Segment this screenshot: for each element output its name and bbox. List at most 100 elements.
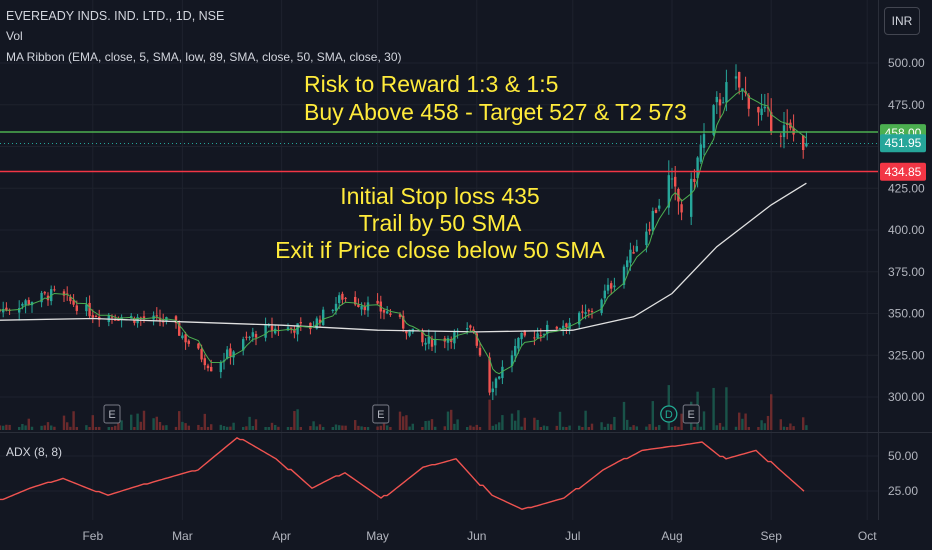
volume-bar [114, 425, 117, 430]
candle-body [62, 291, 66, 296]
price-tick-label: 325.00 [888, 348, 925, 362]
volume-bar [430, 419, 434, 430]
volume-bar [789, 423, 792, 430]
candle-body [94, 315, 98, 318]
annotation-trail: Trail by 50 SMA [358, 210, 522, 236]
candle-body [654, 209, 658, 213]
candle-body [696, 157, 699, 178]
volume-bar [757, 426, 760, 430]
volume-bar [277, 426, 280, 430]
volume-bar [450, 409, 453, 430]
candle-body [203, 358, 206, 366]
volume-bar [40, 425, 43, 430]
volume-bar [229, 426, 232, 430]
volume-bar [805, 425, 808, 430]
volume-bar [75, 426, 78, 430]
candle-body [651, 210, 654, 231]
volume-bar [270, 422, 274, 430]
volume-bar [331, 426, 334, 430]
time-tick-label: May [366, 529, 389, 543]
candle-body [488, 357, 491, 393]
volume-bar [779, 419, 782, 430]
candle-body [344, 297, 347, 299]
price-tag-label: 451.95 [885, 136, 922, 150]
candle-body [46, 295, 50, 301]
candle-body [270, 325, 274, 332]
volume-bar [222, 425, 226, 430]
price-tick-label: 400.00 [888, 223, 925, 237]
candle-body [5, 307, 8, 311]
candle-body [523, 330, 526, 336]
candle-body [245, 336, 248, 338]
candle-body [680, 204, 683, 213]
volume-bar [203, 413, 206, 430]
candle-body [520, 332, 523, 340]
volume-bar [600, 422, 603, 430]
candle-body [88, 302, 91, 317]
adx-legend[interactable]: ADX (8, 8) [6, 445, 63, 459]
volume-bar [69, 426, 72, 430]
volume-bar [632, 425, 635, 430]
candle-body [40, 292, 43, 303]
volume-bar [62, 415, 66, 430]
volume-legend[interactable]: Vol [6, 29, 23, 43]
volume-bar [309, 426, 312, 430]
volume-bar [296, 409, 299, 430]
candle-body [331, 309, 334, 311]
volume-bar [408, 426, 411, 430]
volume-bar [766, 415, 770, 430]
volume-bar [536, 419, 539, 430]
event-marker-label: E [108, 409, 115, 421]
candle-body [613, 285, 616, 288]
candle-body [197, 343, 200, 349]
volume-bar [210, 424, 213, 430]
candle-body [290, 327, 293, 329]
candle-body [747, 95, 750, 109]
price-tick-label: 475.00 [888, 98, 925, 112]
candle-body [725, 82, 728, 103]
candle-body [184, 334, 187, 343]
volume-bar [85, 425, 88, 430]
volume-bar [558, 411, 562, 430]
symbol-title[interactable]: EVEREADY INDS. IND. LTD., 1D, NSE [6, 9, 225, 23]
volume-bar [510, 413, 514, 430]
annotation-risk-reward: Risk to Reward 1:3 & 1:5 [304, 71, 559, 97]
volume-bar [299, 426, 302, 430]
candle-body [584, 312, 587, 314]
volume-bar [290, 426, 293, 430]
volume-bar [488, 399, 491, 430]
candle-body [366, 302, 370, 311]
candle-body [667, 175, 670, 208]
annotation-buy-target: Buy Above 458 - Target 527 & T2 573 [304, 99, 687, 125]
candle-body [600, 299, 603, 313]
volume-bar [792, 426, 795, 430]
currency-button[interactable]: INR [884, 7, 920, 35]
candle-body [741, 88, 744, 92]
candle-body [658, 205, 661, 209]
candle-body [606, 284, 610, 291]
candle-body [405, 330, 408, 334]
volume-bar [341, 425, 344, 430]
volume-bar [405, 415, 408, 430]
volume-bar [344, 425, 347, 430]
volume-bar [501, 415, 504, 430]
earnings-marker [682, 404, 700, 424]
volume-bar [693, 426, 696, 430]
volume-bar [747, 426, 750, 430]
adx-tick-label: 50.00 [888, 449, 918, 463]
volume-bar [248, 416, 251, 430]
volume-bar [434, 426, 437, 430]
candle-body [299, 322, 302, 324]
volume-bar [293, 411, 296, 430]
volume-bar [738, 412, 741, 430]
volume-bar [699, 426, 702, 430]
candle-body [264, 324, 267, 338]
volume-bar [264, 426, 267, 430]
volume-bar [469, 425, 472, 430]
ma-ribbon-legend[interactable]: MA Ribbon (EMA, close, 5, SMA, low, 89, … [6, 50, 402, 64]
candle-body [565, 323, 568, 328]
candle-body [498, 376, 501, 379]
candle-body [142, 316, 146, 320]
